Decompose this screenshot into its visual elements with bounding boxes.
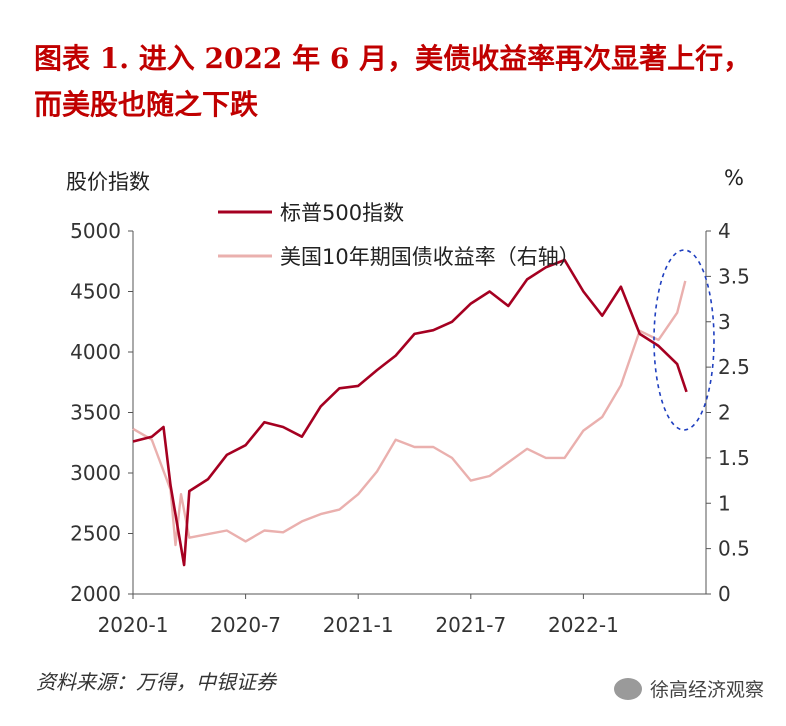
watermark: 徐高经济观察 (614, 675, 764, 702)
x-tick-label: 2020-1 (98, 613, 169, 637)
right-tick-label: 0 (718, 582, 731, 606)
x-tick-label: 2020-7 (210, 613, 281, 637)
left-tick-label: 3000 (70, 461, 121, 485)
x-tick-label: 2021-7 (435, 613, 506, 637)
right-tick-label: 1 (718, 491, 731, 515)
sp500-series-line (132, 258, 688, 567)
x-tick-label: 2021-1 (323, 613, 394, 637)
right-tick-label: 0.5 (718, 537, 750, 561)
right-tick-label: 2.5 (718, 355, 750, 379)
right-tick-label: 3.5 (718, 264, 750, 288)
x-tick-label: 2022-1 (548, 613, 619, 637)
right-tick-label: 3 (718, 310, 731, 334)
right-tick-label: 2 (718, 401, 731, 425)
watermark-text: 徐高经济观察 (650, 679, 765, 701)
wechat-icon (614, 677, 642, 700)
legend-label: 标普500指数 (280, 201, 404, 225)
right-axis-title: % (724, 166, 744, 190)
left-tick-label: 2000 (70, 582, 121, 606)
left-tick-label: 4500 (70, 280, 121, 304)
us10y-yield-series-line (132, 280, 687, 547)
left-tick-label: 2500 (70, 522, 121, 546)
left-tick-label: 3500 (70, 401, 121, 425)
legend-label: 美国10年期国债收益率（右轴） (280, 245, 580, 269)
left-axis-title: 股价指数 (66, 170, 150, 194)
left-tick-label: 5000 (70, 219, 121, 243)
highlight-dashed-ellipse (653, 249, 715, 431)
chart-title: 图表 1. 进入 2022 年 6 月，美债收益率再次显著上行，而美股也随之下跌 (34, 42, 752, 121)
left-tick-label: 4000 (70, 340, 121, 364)
right-tick-label: 1.5 (718, 446, 750, 470)
source-note: 资料来源：万得，中银证券 (36, 670, 276, 694)
right-tick-label: 4 (718, 219, 731, 243)
